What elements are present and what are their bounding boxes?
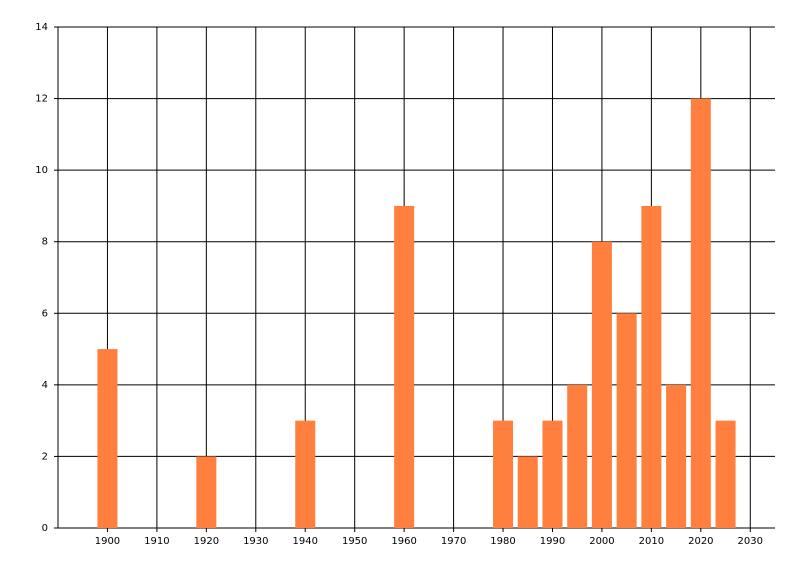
x-tick-label: 1930: [243, 536, 268, 547]
bar: [616, 313, 637, 528]
y-tick-label: 14: [35, 22, 48, 33]
x-tick-label: 1940: [293, 536, 318, 547]
bar: [517, 456, 538, 528]
y-tick-label: 2: [42, 451, 48, 462]
x-tick-label: 2020: [688, 536, 713, 547]
x-tick-label: 1980: [490, 536, 515, 547]
y-tick-label: 10: [35, 165, 48, 176]
bar: [196, 456, 217, 528]
bar: [641, 205, 662, 528]
y-tick-label: 12: [35, 94, 48, 105]
bar: [542, 420, 563, 528]
x-tick-label: 1970: [441, 536, 466, 547]
y-tick-label: 4: [42, 380, 48, 391]
y-tick-label: 6: [42, 308, 48, 319]
x-tick-label: 1950: [342, 536, 367, 547]
bar: [666, 384, 687, 528]
bar: [690, 98, 711, 529]
x-tick-label: 1920: [194, 536, 219, 547]
bar: [394, 205, 415, 528]
x-tick-label: 2010: [639, 536, 664, 547]
x-tick-label: 2000: [589, 536, 614, 547]
x-tick-label: 1990: [540, 536, 565, 547]
x-tick-label: 1960: [391, 536, 416, 547]
bar: [493, 420, 514, 528]
bar: [97, 349, 118, 528]
x-tick-label: 2030: [738, 536, 763, 547]
x-tick-label: 1910: [144, 536, 169, 547]
bar: [567, 384, 588, 528]
y-tick-label: 8: [42, 237, 48, 248]
bar: [591, 241, 612, 528]
y-tick-label: 0: [42, 523, 48, 534]
x-tick-label: 1900: [95, 536, 120, 547]
bar: [715, 420, 736, 528]
bar: [295, 420, 316, 528]
